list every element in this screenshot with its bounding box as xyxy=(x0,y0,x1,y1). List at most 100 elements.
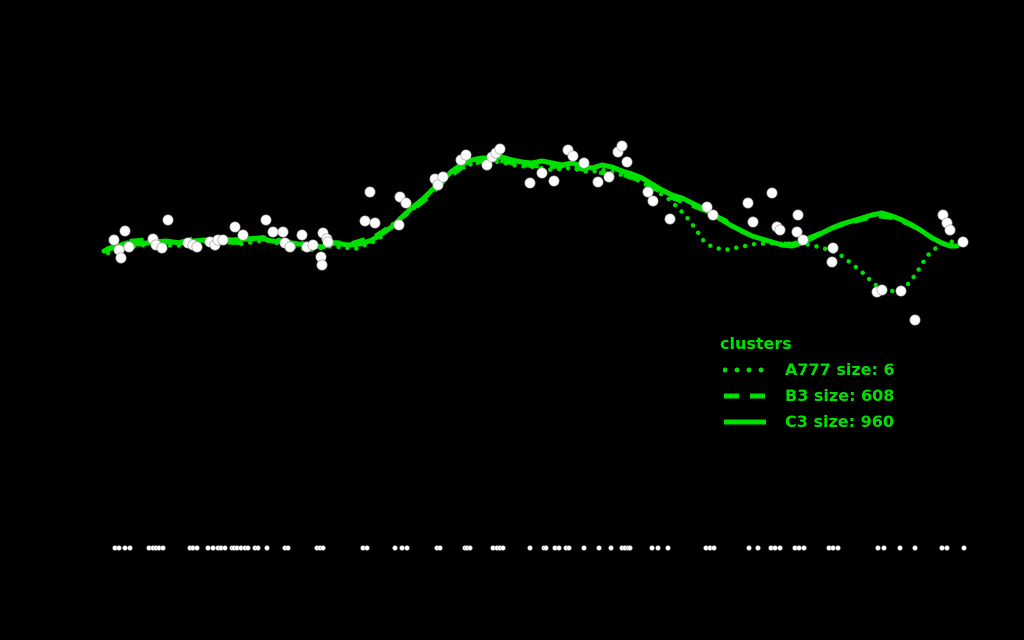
scatter-point xyxy=(909,314,921,326)
rug-point xyxy=(116,545,122,551)
scatter-point xyxy=(642,186,654,198)
rug-point xyxy=(746,545,752,551)
rug-point xyxy=(875,545,881,551)
rug-point xyxy=(777,545,783,551)
scatter-point xyxy=(621,156,633,168)
rug-point xyxy=(500,545,506,551)
scatter-point xyxy=(296,229,308,241)
scatter-point xyxy=(217,234,229,246)
rug-point xyxy=(655,545,661,551)
legend-item-a777: A777 size: 6 xyxy=(712,357,895,383)
scatter-point xyxy=(876,284,888,296)
rug-point xyxy=(285,545,291,551)
scatter-point xyxy=(284,241,296,253)
rug-point xyxy=(543,545,549,551)
rug-point xyxy=(127,545,133,551)
scatter-point xyxy=(895,285,907,297)
scatter-point xyxy=(267,226,279,238)
scatter-point xyxy=(827,242,839,254)
rug-point xyxy=(939,545,945,551)
rug-point xyxy=(627,545,633,551)
scatter-point xyxy=(364,186,376,198)
scatter-point xyxy=(707,209,719,221)
solid-line-sample-icon xyxy=(724,419,766,425)
rug-point xyxy=(404,545,410,551)
rug-point xyxy=(566,545,572,551)
scatter-point xyxy=(797,234,809,246)
scatter-point xyxy=(400,197,412,209)
scatter-point xyxy=(701,201,713,213)
scatter-point xyxy=(766,187,778,199)
rug-point xyxy=(881,545,887,551)
scatter-point xyxy=(162,214,174,226)
scatter-point xyxy=(191,241,203,253)
scatter-point xyxy=(460,149,472,161)
rug-point xyxy=(437,545,443,551)
scatter-point xyxy=(792,209,804,221)
scatter-point xyxy=(369,217,381,229)
scatter-point xyxy=(592,176,604,188)
rug-point xyxy=(801,545,807,551)
scatter-point xyxy=(432,179,444,191)
rug-point xyxy=(897,545,903,551)
rug-point xyxy=(122,545,128,551)
dashed-line-sample-icon xyxy=(724,393,766,399)
legend-item-b3: B3 size: 608 xyxy=(712,383,895,409)
scatter-point xyxy=(774,224,786,236)
rug-point xyxy=(527,545,533,551)
scatter-point xyxy=(957,236,969,248)
scatter-point xyxy=(108,234,120,246)
rug-point xyxy=(364,545,370,551)
scatter-point xyxy=(664,213,676,225)
scatter-point xyxy=(494,143,506,155)
scatter-point xyxy=(260,214,272,226)
scatter-point xyxy=(567,150,579,162)
legend-title: clusters xyxy=(720,334,792,353)
scatter-point xyxy=(548,175,560,187)
rug-point xyxy=(912,545,918,551)
legend-item-label: C3 size: 960 xyxy=(785,412,894,431)
dotted-line-sample-icon xyxy=(723,367,767,373)
rug-point xyxy=(665,545,671,551)
scatter-point xyxy=(826,256,838,268)
rug-point xyxy=(245,545,251,551)
rug-point xyxy=(210,545,216,551)
rug-point xyxy=(835,545,841,551)
rug-point xyxy=(264,545,270,551)
legend-item-c3: C3 size: 960 xyxy=(712,409,895,435)
legend: clusters A777 size: 6 B3 size: 608 C3 si… xyxy=(712,331,895,435)
scatter-point xyxy=(156,242,168,254)
rug-point xyxy=(399,545,405,551)
rug-point xyxy=(596,545,602,551)
rug-point xyxy=(796,545,802,551)
rug-point xyxy=(556,545,562,551)
scatter-point xyxy=(123,241,135,253)
rug-point xyxy=(205,545,211,551)
scatter-point xyxy=(115,252,127,264)
scatter-point xyxy=(393,219,405,231)
rug-point xyxy=(649,545,655,551)
legend-item-label: A777 size: 6 xyxy=(785,360,895,379)
rug-point xyxy=(467,545,473,551)
rug-point xyxy=(255,545,261,551)
rug-point xyxy=(222,545,228,551)
scatter-point xyxy=(229,221,241,233)
rug-point xyxy=(944,545,950,551)
rug-point xyxy=(320,545,326,551)
scatter-point xyxy=(616,140,628,152)
scatter-point xyxy=(603,171,615,183)
scatter-point xyxy=(578,157,590,169)
scatter-point xyxy=(437,171,449,183)
rug-point xyxy=(194,545,200,551)
scatter-point xyxy=(747,216,759,228)
scatter-point xyxy=(791,226,803,238)
scatter-point xyxy=(481,159,493,171)
rug-point xyxy=(755,545,761,551)
rug-point xyxy=(711,545,717,551)
scatter-point xyxy=(536,167,548,179)
scatter-point xyxy=(742,197,754,209)
rug-point xyxy=(581,545,587,551)
scatter-point xyxy=(359,215,371,227)
